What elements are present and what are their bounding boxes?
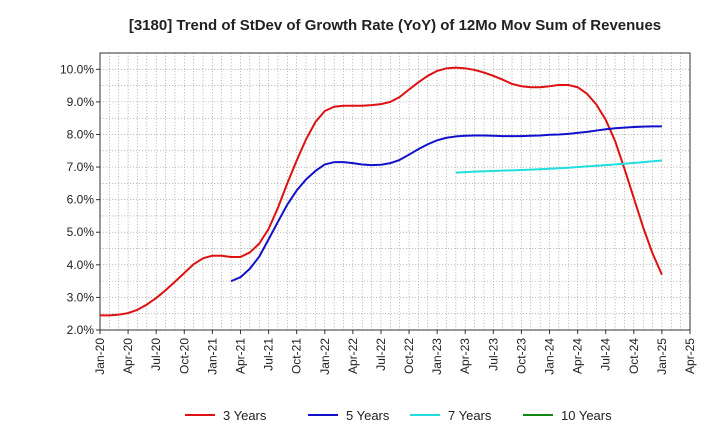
x-tick-label: Jul-20 (149, 338, 163, 371)
chart-title: [3180] Trend of StDev of Growth Rate (Yo… (129, 17, 661, 34)
y-tick-label: 9.0% (67, 95, 95, 109)
legend: 3 Years 5 Years 7 Years 10 Years (185, 408, 612, 423)
y-tick-label: 2.0% (67, 323, 95, 337)
series-line-5-years (230, 125, 662, 283)
x-tick-label: Jan-20 (93, 338, 107, 375)
plot-border (99, 52, 691, 331)
x-tick-label: Apr-23 (458, 338, 472, 374)
x-tick-label: Jan-21 (205, 338, 219, 375)
x-tick-label: Jan-22 (318, 338, 332, 375)
x-tick-label: Oct-21 (290, 338, 304, 374)
x-tick-label: Apr-24 (571, 338, 585, 374)
x-tick-label: Apr-25 (683, 338, 697, 374)
y-tick-label: 10.0% (60, 62, 94, 76)
legend-label-5-years: 5 Years (346, 408, 390, 423)
x-tick-label: Oct-23 (514, 338, 528, 374)
x-tick-label: Jan-25 (655, 338, 669, 375)
y-tick-label: 7.0% (67, 160, 95, 174)
y-tick-label: 8.0% (67, 127, 95, 141)
x-tick-label: Jan-24 (543, 338, 557, 375)
x-tick-label: Apr-20 (121, 338, 135, 374)
x-tick-label: Oct-24 (627, 338, 641, 374)
x-tick-label: Jul-22 (374, 338, 388, 371)
x-tick-label: Oct-20 (177, 338, 191, 374)
y-tick-label: 3.0% (67, 290, 95, 304)
x-tick-label: Jul-23 (486, 338, 500, 371)
y-tick-label: 6.0% (67, 193, 95, 207)
x-tick-label: Jan-23 (430, 338, 444, 375)
series-line-7-years (455, 159, 662, 174)
legend-label-10-years: 10 Years (561, 408, 612, 423)
series-line-3-years (100, 66, 663, 317)
y-tick-label: 4.0% (67, 258, 95, 272)
x-tick-label: Apr-21 (233, 338, 247, 374)
y-tick-label: 5.0% (67, 225, 95, 239)
legend-label-3-years: 3 Years (223, 408, 267, 423)
legend-label-7-years: 7 Years (448, 408, 492, 423)
x-tick-label: Jul-21 (262, 338, 276, 371)
x-tick-label: Apr-22 (346, 338, 360, 374)
plot-area: 2.0% 3.0% 4.0% 5.0% 6.0% 7.0% 8.0% 9.0% 10.0% Jan… (60, 52, 697, 375)
x-tick-label: Oct-22 (402, 338, 416, 374)
x-tick-label: Jul-24 (599, 338, 613, 371)
